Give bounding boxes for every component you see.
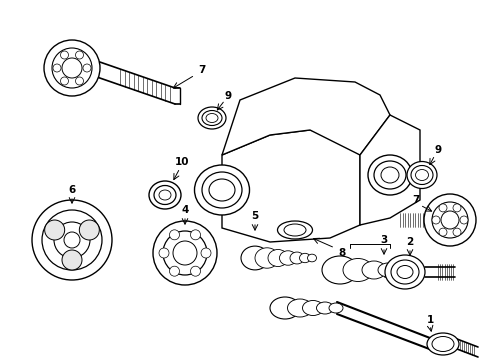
Ellipse shape [202, 172, 242, 208]
Circle shape [439, 228, 447, 236]
Circle shape [424, 194, 476, 246]
Circle shape [60, 51, 69, 59]
Ellipse shape [381, 167, 399, 183]
Circle shape [60, 77, 69, 85]
Circle shape [159, 248, 169, 258]
Ellipse shape [195, 165, 249, 215]
Circle shape [170, 230, 179, 240]
Text: 7: 7 [198, 65, 206, 75]
Ellipse shape [374, 161, 406, 189]
Ellipse shape [241, 246, 269, 270]
Text: 10: 10 [175, 157, 189, 167]
Polygon shape [222, 78, 390, 155]
Text: 3: 3 [380, 235, 388, 245]
Ellipse shape [368, 155, 412, 195]
Circle shape [441, 211, 459, 229]
Circle shape [170, 266, 179, 276]
Ellipse shape [343, 258, 373, 282]
Circle shape [432, 216, 440, 224]
Ellipse shape [329, 303, 343, 313]
Ellipse shape [159, 190, 171, 200]
Circle shape [75, 77, 83, 85]
Ellipse shape [427, 333, 459, 355]
Text: 4: 4 [181, 205, 189, 215]
Text: 6: 6 [69, 185, 75, 195]
Circle shape [44, 40, 100, 96]
Text: 2: 2 [406, 237, 414, 247]
Text: 5: 5 [251, 211, 259, 221]
Ellipse shape [209, 179, 235, 201]
Ellipse shape [202, 111, 222, 126]
Text: 8: 8 [339, 248, 345, 258]
Circle shape [62, 58, 82, 78]
Circle shape [432, 202, 468, 238]
Ellipse shape [322, 256, 358, 284]
Ellipse shape [277, 221, 313, 239]
Circle shape [201, 248, 211, 258]
Circle shape [52, 48, 92, 88]
Ellipse shape [268, 249, 288, 266]
Ellipse shape [279, 251, 296, 265]
Ellipse shape [288, 299, 313, 317]
Ellipse shape [407, 162, 437, 189]
Ellipse shape [255, 248, 279, 268]
Ellipse shape [270, 297, 300, 319]
Polygon shape [360, 115, 420, 225]
Ellipse shape [284, 224, 306, 236]
Circle shape [191, 230, 200, 240]
Ellipse shape [432, 337, 454, 351]
Circle shape [191, 266, 200, 276]
Ellipse shape [391, 260, 419, 284]
Ellipse shape [397, 266, 413, 279]
Circle shape [173, 241, 197, 265]
Ellipse shape [362, 261, 386, 279]
Polygon shape [222, 130, 360, 242]
Text: 1: 1 [426, 315, 434, 325]
Ellipse shape [416, 170, 428, 180]
Text: 7: 7 [412, 195, 420, 205]
Circle shape [42, 210, 102, 270]
Circle shape [64, 232, 80, 248]
Ellipse shape [317, 302, 334, 314]
Circle shape [79, 220, 99, 240]
Ellipse shape [206, 113, 218, 122]
Ellipse shape [378, 263, 398, 277]
Ellipse shape [290, 252, 304, 264]
Circle shape [54, 222, 90, 258]
Circle shape [75, 51, 83, 59]
Ellipse shape [385, 255, 425, 289]
Text: 9: 9 [224, 91, 232, 101]
Circle shape [460, 216, 468, 224]
Ellipse shape [149, 181, 181, 209]
Ellipse shape [308, 254, 317, 262]
Circle shape [32, 200, 112, 280]
Ellipse shape [299, 253, 311, 263]
Text: 9: 9 [435, 145, 441, 155]
Circle shape [453, 204, 461, 212]
Circle shape [163, 231, 207, 275]
Circle shape [153, 221, 217, 285]
Circle shape [439, 204, 447, 212]
Circle shape [453, 228, 461, 236]
Ellipse shape [411, 166, 433, 184]
Circle shape [62, 250, 82, 270]
Ellipse shape [302, 301, 323, 315]
Ellipse shape [198, 107, 226, 129]
Circle shape [83, 64, 91, 72]
Ellipse shape [154, 185, 176, 204]
Circle shape [53, 64, 61, 72]
Circle shape [45, 220, 65, 240]
